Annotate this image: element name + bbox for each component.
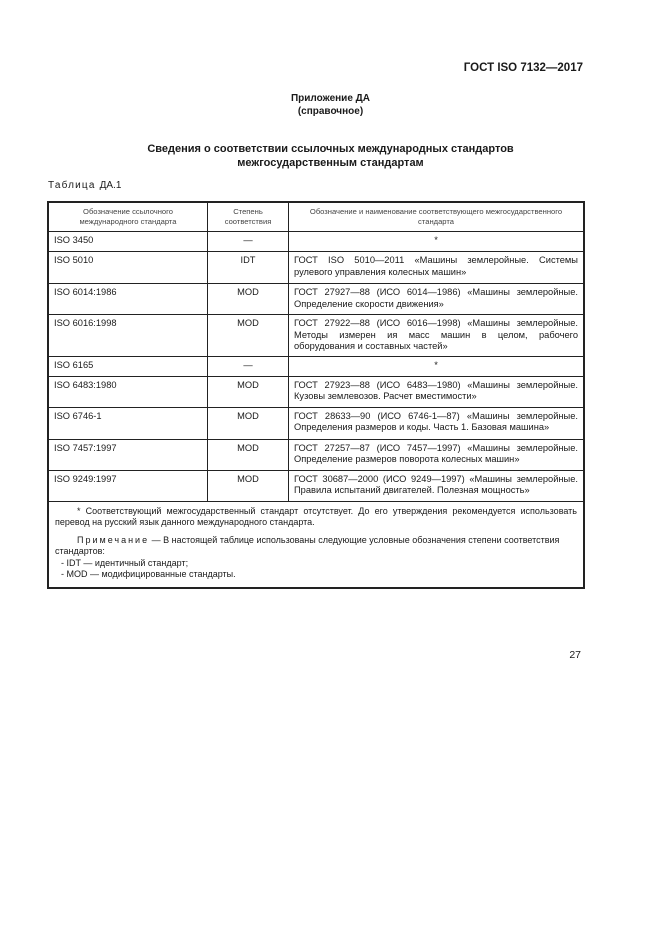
page-number: 27 (569, 649, 581, 661)
gost-standard-cell: ГОСТ 27257—87 (ИСО 7457—1997) «Машины зе… (288, 438, 585, 471)
section-heading: Сведения о соответствии ссылочных междун… (0, 142, 661, 170)
heading-line-1: Сведения о соответствии ссылочных междун… (147, 143, 514, 155)
table-row: ISO 6746-1 MOD ГОСТ 28633—90 (ИСО 6746-1—8… (47, 406, 585, 440)
intl-standard-cell: ISO 7457:1997 (47, 438, 208, 471)
note: Примечание — В настоящей таблице использ… (55, 535, 577, 558)
gost-standard-cell: ГОСТ ISO 5010—2011 «Машины землеройные. … (288, 251, 585, 284)
table-label-word: Таблица (48, 180, 96, 191)
degree-cell: MOD (207, 375, 289, 408)
table-row: ISO 5010 IDT ГОСТ ISO 5010—2011 «Машины зе… (47, 251, 585, 284)
degree-cell: MOD (207, 406, 289, 440)
table-footer-row: * Соответствующий межгосударственный ста… (47, 500, 585, 588)
gost-standard-cell: ГОСТ 30687—2000 (ИСО 9249—1997) «Машины … (288, 469, 585, 502)
appendix-subtitle: (справочное) (297, 106, 364, 117)
degree-cell: MOD (207, 469, 289, 502)
intl-standard-cell: ISO 6746-1 (47, 406, 208, 440)
gost-standard-cell: ГОСТ 27923—88 (ИСО 6483—1980) «Машины зе… (288, 375, 585, 408)
table-header-row: Обозначение ссылочного международного ст… (47, 201, 585, 232)
table-row: ISO 6165— * (47, 355, 585, 377)
note-text: — В настоящей таблице использованы следу… (55, 534, 560, 557)
degree-cell: MOD (207, 438, 289, 471)
standards-table: Обозначение ссылочного международного ст… (47, 201, 585, 589)
table-row: ISO 3450— * (47, 231, 585, 252)
document-code: ГОСТ ISO 7132—2017 (463, 62, 583, 74)
degree-cell: — (207, 355, 289, 377)
degree-cell: IDT (207, 251, 289, 284)
heading-line-2: межгосударственным стандартам (237, 157, 424, 169)
gost-standard-cell: ГОСТ 27927—88 (ИСО 6014—1986) «Машины зе… (288, 283, 585, 315)
table-row: ISO 6016:1998 MOD ГОСТ 27922—88 (ИСО 6016—… (47, 314, 585, 357)
intl-standard-cell: ISO 6165 (47, 355, 208, 377)
note-label: Примечание (77, 534, 150, 545)
intl-standard-cell: ISO 6483:1980 (47, 375, 208, 408)
table-row: ISO 9249:1997 MOD ГОСТ 30687—2000 (ИСО 924… (47, 469, 585, 502)
table-row: ISO 7457:1997 MOD ГОСТ 27257—87 (ИСО 7457—… (47, 438, 585, 471)
appendix-title: Приложение ДА (справочное) (0, 92, 661, 118)
gost-standard-cell: * (288, 231, 585, 252)
intl-standard-cell: ISO 6016:1998 (47, 314, 208, 357)
column-header-degree: Степень соответствия (207, 201, 289, 232)
intl-standard-cell: ISO 5010 (47, 251, 208, 284)
column-header-gost: Обозначение и наименование соответствующ… (288, 201, 585, 232)
table-row: ISO 6483:1980 MOD ГОСТ 27923—88 (ИСО 6483—… (47, 375, 585, 408)
table-label: Таблица ДА.1 (48, 180, 121, 191)
note-item-idt: - IDT — идентичный стандарт; (61, 557, 189, 568)
table-notes: * Соответствующий межгосударственный ста… (47, 500, 585, 588)
intl-standard-cell: ISO 3450 (47, 231, 208, 252)
footnote: * Соответствующий межгосударственный ста… (55, 505, 577, 528)
intl-standard-cell: ISO 9249:1997 (47, 469, 208, 502)
gost-standard-cell: * (288, 355, 585, 377)
column-header-intl: Обозначение ссылочного международного ст… (47, 201, 208, 232)
note-item-mod: - MOD — модифицированные стандарты. (61, 569, 236, 579)
table-row: ISO 6014:1986 MOD ГОСТ 27927—88 (ИСО 6014—… (47, 283, 585, 315)
gost-standard-cell: ГОСТ 28633—90 (ИСО 6746-1—87) «Машины зе… (288, 406, 585, 440)
degree-cell: MOD (207, 283, 289, 315)
degree-cell: MOD (207, 314, 289, 357)
intl-standard-cell: ISO 6014:1986 (47, 283, 208, 315)
table-label-number: ДА.1 (99, 180, 122, 191)
degree-cell: — (207, 231, 289, 252)
appendix-name: Приложение ДА (290, 93, 371, 104)
gost-standard-cell: ГОСТ 27922—88 (ИСО 6016—1998) «Машины зе… (288, 314, 585, 357)
